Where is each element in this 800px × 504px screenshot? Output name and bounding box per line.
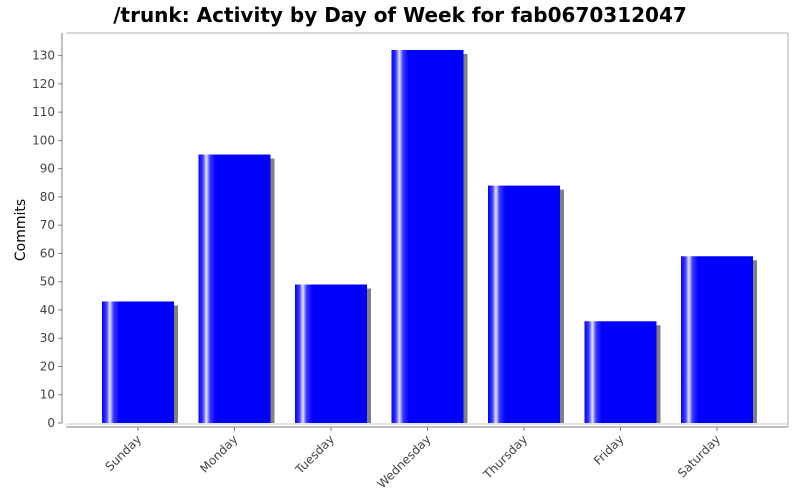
y-tick-label: 60 xyxy=(40,246,55,260)
y-tick-label: 40 xyxy=(40,303,55,317)
x-axis xyxy=(66,423,788,428)
x-tick-label-monday: Monday xyxy=(197,432,240,475)
y-tick-label: 50 xyxy=(40,275,55,289)
y-tick-label: 80 xyxy=(40,190,55,204)
plot-frame xyxy=(66,32,789,427)
bars-group xyxy=(102,49,757,424)
y-tick-label: 90 xyxy=(40,162,55,176)
x-tick-labels: Sunday Monday Tuesday Wednesday Thursday Frid… xyxy=(102,427,723,491)
bar-sunday xyxy=(102,301,174,423)
y-tick-label: 120 xyxy=(32,77,55,91)
y-tick-label: 100 xyxy=(32,133,55,147)
bar-friday xyxy=(584,321,657,423)
x-tick-label-saturday: Saturday xyxy=(675,432,723,480)
y-tick-label: 30 xyxy=(40,331,55,345)
bar-tuesday xyxy=(295,284,367,423)
y-tick-label: 20 xyxy=(40,359,55,373)
bar-thursday xyxy=(488,185,560,423)
y-tick-label: 10 xyxy=(40,388,55,402)
y-tick-label: 70 xyxy=(40,218,55,232)
y-tick-label: 0 xyxy=(47,416,55,430)
x-tick-label-wednesday: Wednesday xyxy=(375,432,434,491)
y-tick-label: 110 xyxy=(32,105,55,119)
bar-saturday xyxy=(681,256,753,423)
bar-monday xyxy=(198,154,271,424)
y-axis: 0 10 20 30 40 50 60 70 80 90 100 110 120 130 xyxy=(32,33,63,430)
x-tick-label-friday: Friday xyxy=(591,432,627,468)
bar-wednesday xyxy=(391,49,464,424)
chart-title: /trunk: Activity by Day of Week for fab0… xyxy=(113,3,687,27)
x-tick-label-tuesday: Tuesday xyxy=(292,432,337,477)
x-tick-label-sunday: Sunday xyxy=(102,432,144,474)
y-axis-label: Commits xyxy=(13,199,29,261)
y-tick-label: 130 xyxy=(32,49,55,63)
x-tick-label-thursday: Thursday xyxy=(480,432,530,482)
